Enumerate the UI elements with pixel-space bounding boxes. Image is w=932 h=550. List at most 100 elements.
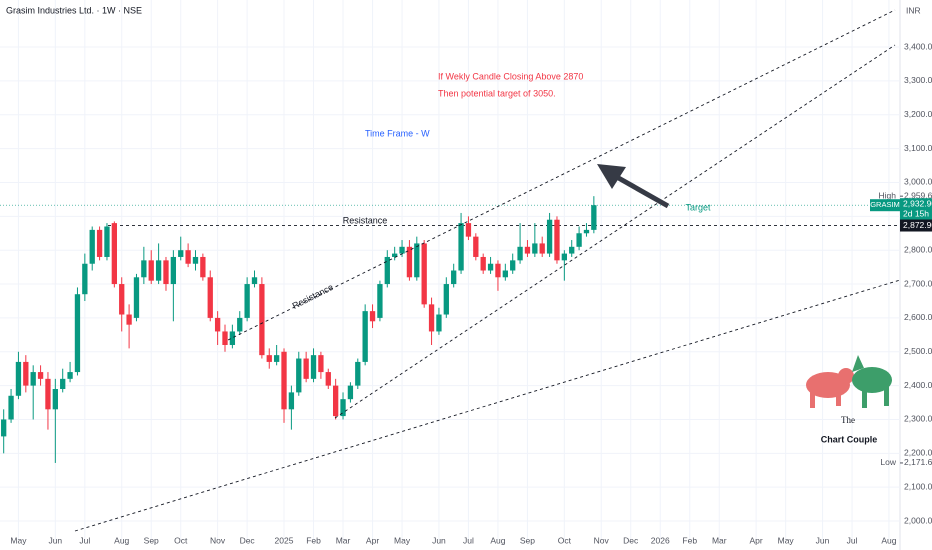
candle-body xyxy=(148,260,154,281)
candle-body xyxy=(8,395,14,420)
x-tick-label: May xyxy=(10,535,27,545)
candle-body xyxy=(296,358,302,393)
x-tick-label: Aug xyxy=(881,535,896,545)
candle-body xyxy=(200,256,206,278)
currency: INR xyxy=(906,5,921,15)
candle-body xyxy=(237,317,243,332)
grid xyxy=(0,0,900,540)
y-tick-label: 3,400.00 xyxy=(904,41,932,51)
candle-body xyxy=(495,263,501,278)
x-tick-label: Aug xyxy=(114,535,129,545)
candle-body xyxy=(399,246,405,254)
candle-body xyxy=(369,311,376,322)
candle-body xyxy=(392,253,398,257)
candle-body xyxy=(333,385,339,417)
y-tick-label: 2,800.00 xyxy=(904,244,932,254)
level-tag-label: 2,872.90 xyxy=(903,220,932,230)
candle-body xyxy=(347,385,354,400)
x-tick-label: Sep xyxy=(520,535,535,545)
candle-body xyxy=(576,233,582,247)
candle-body xyxy=(554,219,560,261)
candle-body xyxy=(303,358,309,379)
x-tick-label: Oct xyxy=(174,535,188,545)
last-tag-name: GRASIM xyxy=(870,200,900,209)
y-tick-label: 2,400.00 xyxy=(904,380,932,390)
resistance-label: Resistance xyxy=(343,215,388,225)
candle-body xyxy=(436,314,442,332)
candle-body xyxy=(185,250,191,264)
candle-body xyxy=(133,277,140,318)
x-tick-label: Aug xyxy=(490,535,505,545)
x-tick-label: Jul xyxy=(79,535,90,545)
candle-body xyxy=(45,378,51,410)
candle-body xyxy=(178,250,184,257)
candle-body xyxy=(126,314,132,325)
x-tick-label: 2026 xyxy=(651,535,670,545)
x-tick-label: Jun xyxy=(48,535,62,545)
target-note: Then potential target of 3050. xyxy=(438,88,556,98)
y-tick-label: 2,500.00 xyxy=(904,346,932,356)
x-tick-label: Sep xyxy=(144,535,159,545)
candle-body xyxy=(502,270,508,278)
candle-body xyxy=(222,331,228,345)
logo: The Chart Couple xyxy=(806,355,892,444)
y-tick-label: 2,000.00 xyxy=(904,515,932,525)
candle-body xyxy=(384,256,390,285)
candle-body xyxy=(465,223,472,237)
bull-leg xyxy=(884,386,889,406)
candle-body xyxy=(23,361,29,386)
x-tick-label: Jul xyxy=(463,535,474,545)
candle-body xyxy=(539,243,545,254)
candle-body xyxy=(37,372,44,379)
drawings xyxy=(74,9,901,532)
x-tick-label: Jun xyxy=(816,535,830,545)
candle-body xyxy=(96,229,103,257)
candle-body xyxy=(15,361,22,396)
candle-body xyxy=(60,378,66,390)
candle-body xyxy=(480,256,486,271)
x-tick-label: Nov xyxy=(594,535,610,545)
x-tick-label: Jul xyxy=(847,535,858,545)
y-tick-label: 2,100.00 xyxy=(904,481,932,491)
bear-leg xyxy=(810,390,815,408)
candle-body xyxy=(362,311,368,362)
x-tick-label: 2025 xyxy=(275,535,294,545)
last-tag-box xyxy=(900,198,932,222)
candle-body xyxy=(170,256,177,285)
logo-bottom: Chart Couple xyxy=(821,434,878,444)
candle-body xyxy=(207,277,213,318)
x-tick-label: Feb xyxy=(306,535,321,545)
target-label: Target xyxy=(685,202,711,212)
candle-body xyxy=(281,351,287,410)
candle-body xyxy=(273,355,280,362)
candle-body xyxy=(141,260,147,278)
candle-body xyxy=(155,260,162,281)
level-tag-box xyxy=(900,219,932,232)
arrow xyxy=(597,164,670,209)
y-tick-label: 2,700.00 xyxy=(904,278,932,288)
x-tick-label: May xyxy=(778,535,795,545)
y-tick-label: 3,100.00 xyxy=(904,143,932,153)
x-tick-label: Mar xyxy=(336,535,351,545)
bull-head xyxy=(852,355,864,372)
candle-body xyxy=(355,361,361,386)
candle-body xyxy=(591,205,597,230)
last-tag-name-box xyxy=(870,199,900,212)
candle-body xyxy=(52,389,58,410)
high-name: High xyxy=(879,190,897,200)
y-tick-label: 3,300.00 xyxy=(904,75,932,85)
candle-body xyxy=(510,260,516,271)
candle-body xyxy=(561,253,567,261)
candle-body xyxy=(406,246,413,278)
candle-body xyxy=(318,355,324,373)
candle-body xyxy=(288,392,295,410)
levels xyxy=(0,204,900,226)
candle-body xyxy=(214,317,221,332)
candle-body xyxy=(583,229,590,234)
axes: 2,000.00 2,100.00 2,200.00 2,300.00 2,400.00… xyxy=(10,41,932,545)
y-tick-label: 2,600.00 xyxy=(904,312,932,322)
x-tick-label: Oct xyxy=(558,535,572,545)
candle-body xyxy=(443,284,449,315)
